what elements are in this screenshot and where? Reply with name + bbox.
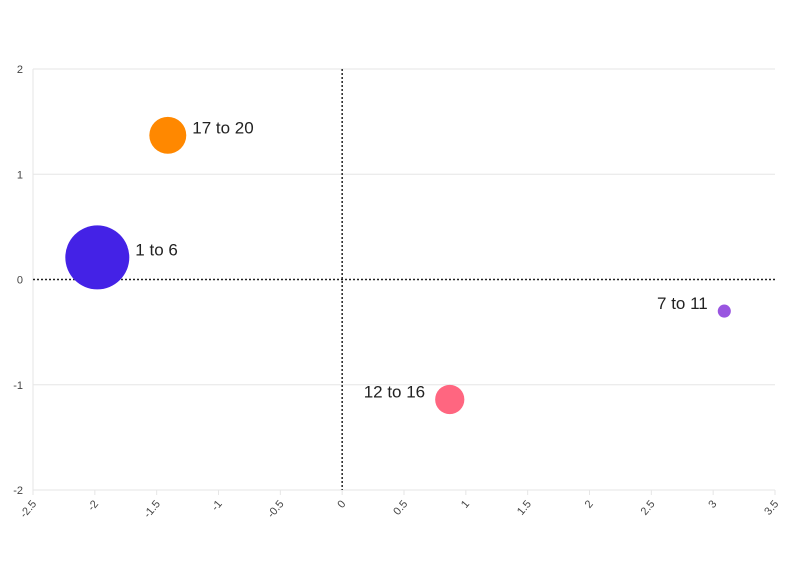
grid-layer [32, 68, 775, 491]
y-tick-label: 2 [17, 64, 23, 76]
x-tick-label: 0.5 [391, 498, 410, 517]
x-tick-label: -1.5 [142, 498, 163, 520]
bubble-point[interactable] [149, 116, 187, 154]
x-tick-label: 3.5 [762, 498, 781, 517]
y-tick-label: -2 [13, 485, 23, 497]
bubble-point[interactable] [435, 384, 465, 415]
bubble-point[interactable] [65, 225, 130, 290]
x-tick-label: -1 [209, 498, 224, 513]
x-tick-label: 1 [459, 498, 472, 510]
y-tick-label: 0 [17, 275, 23, 287]
x-tick-label: 3 [706, 498, 719, 510]
x-tick-label: -0.5 [265, 498, 286, 520]
x-tick-label: 1.5 [515, 498, 534, 517]
y-axis-ticks: -2 -1 0 1 2 [13, 64, 23, 497]
x-axis-ticks: -2.5 -2 -1.5 -1 -0.5 0 0.5 1 1.5 2 2.5 3 3.5 [18, 490, 781, 520]
bubble-label: 17 to 20 [192, 118, 253, 137]
x-tick-label: 2 [583, 498, 596, 510]
zero-lines [33, 69, 775, 490]
y-tick-label: -1 [13, 380, 23, 392]
x-tick-label: -2.5 [18, 498, 39, 520]
bubble-label: 12 to 16 [364, 382, 425, 401]
x-tick-label: 0 [335, 498, 348, 510]
x-tick-label: 2.5 [639, 498, 658, 517]
bubble-layer: 17 to 20 1 to 6 7 to 11 12 to 16 [65, 116, 731, 415]
x-tick-label: -2 [86, 498, 101, 513]
bubble-label: 1 to 6 [135, 240, 178, 259]
bubble-label: 7 to 11 [657, 294, 708, 313]
y-tick-label: 1 [17, 169, 23, 181]
bubble-point[interactable] [717, 304, 731, 318]
